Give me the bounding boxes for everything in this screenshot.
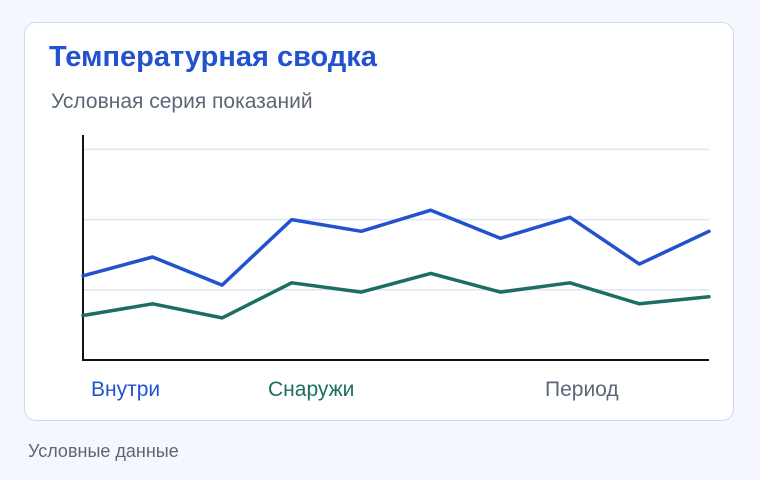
series-line-2 bbox=[81, 271, 711, 320]
legend: Внутри Снаружи bbox=[91, 378, 354, 401]
chart-axes bbox=[82, 135, 709, 361]
footer-note: Условные данные bbox=[28, 441, 179, 461]
legend-entry-2: Снаружи bbox=[268, 378, 354, 401]
x-axis-label: Период bbox=[545, 378, 619, 401]
line-chart: Внутри Снаружи Период bbox=[81, 135, 711, 401]
legend-entry-1: Внутри bbox=[91, 378, 160, 401]
chart-title: Температурная сводка bbox=[49, 41, 377, 73]
series-lines bbox=[81, 208, 711, 320]
series-line-1 bbox=[81, 208, 711, 287]
chart-subtitle: Условная серия показаний bbox=[51, 90, 313, 113]
chart-card: Температурная сводка Условная серия пока… bbox=[24, 22, 734, 421]
